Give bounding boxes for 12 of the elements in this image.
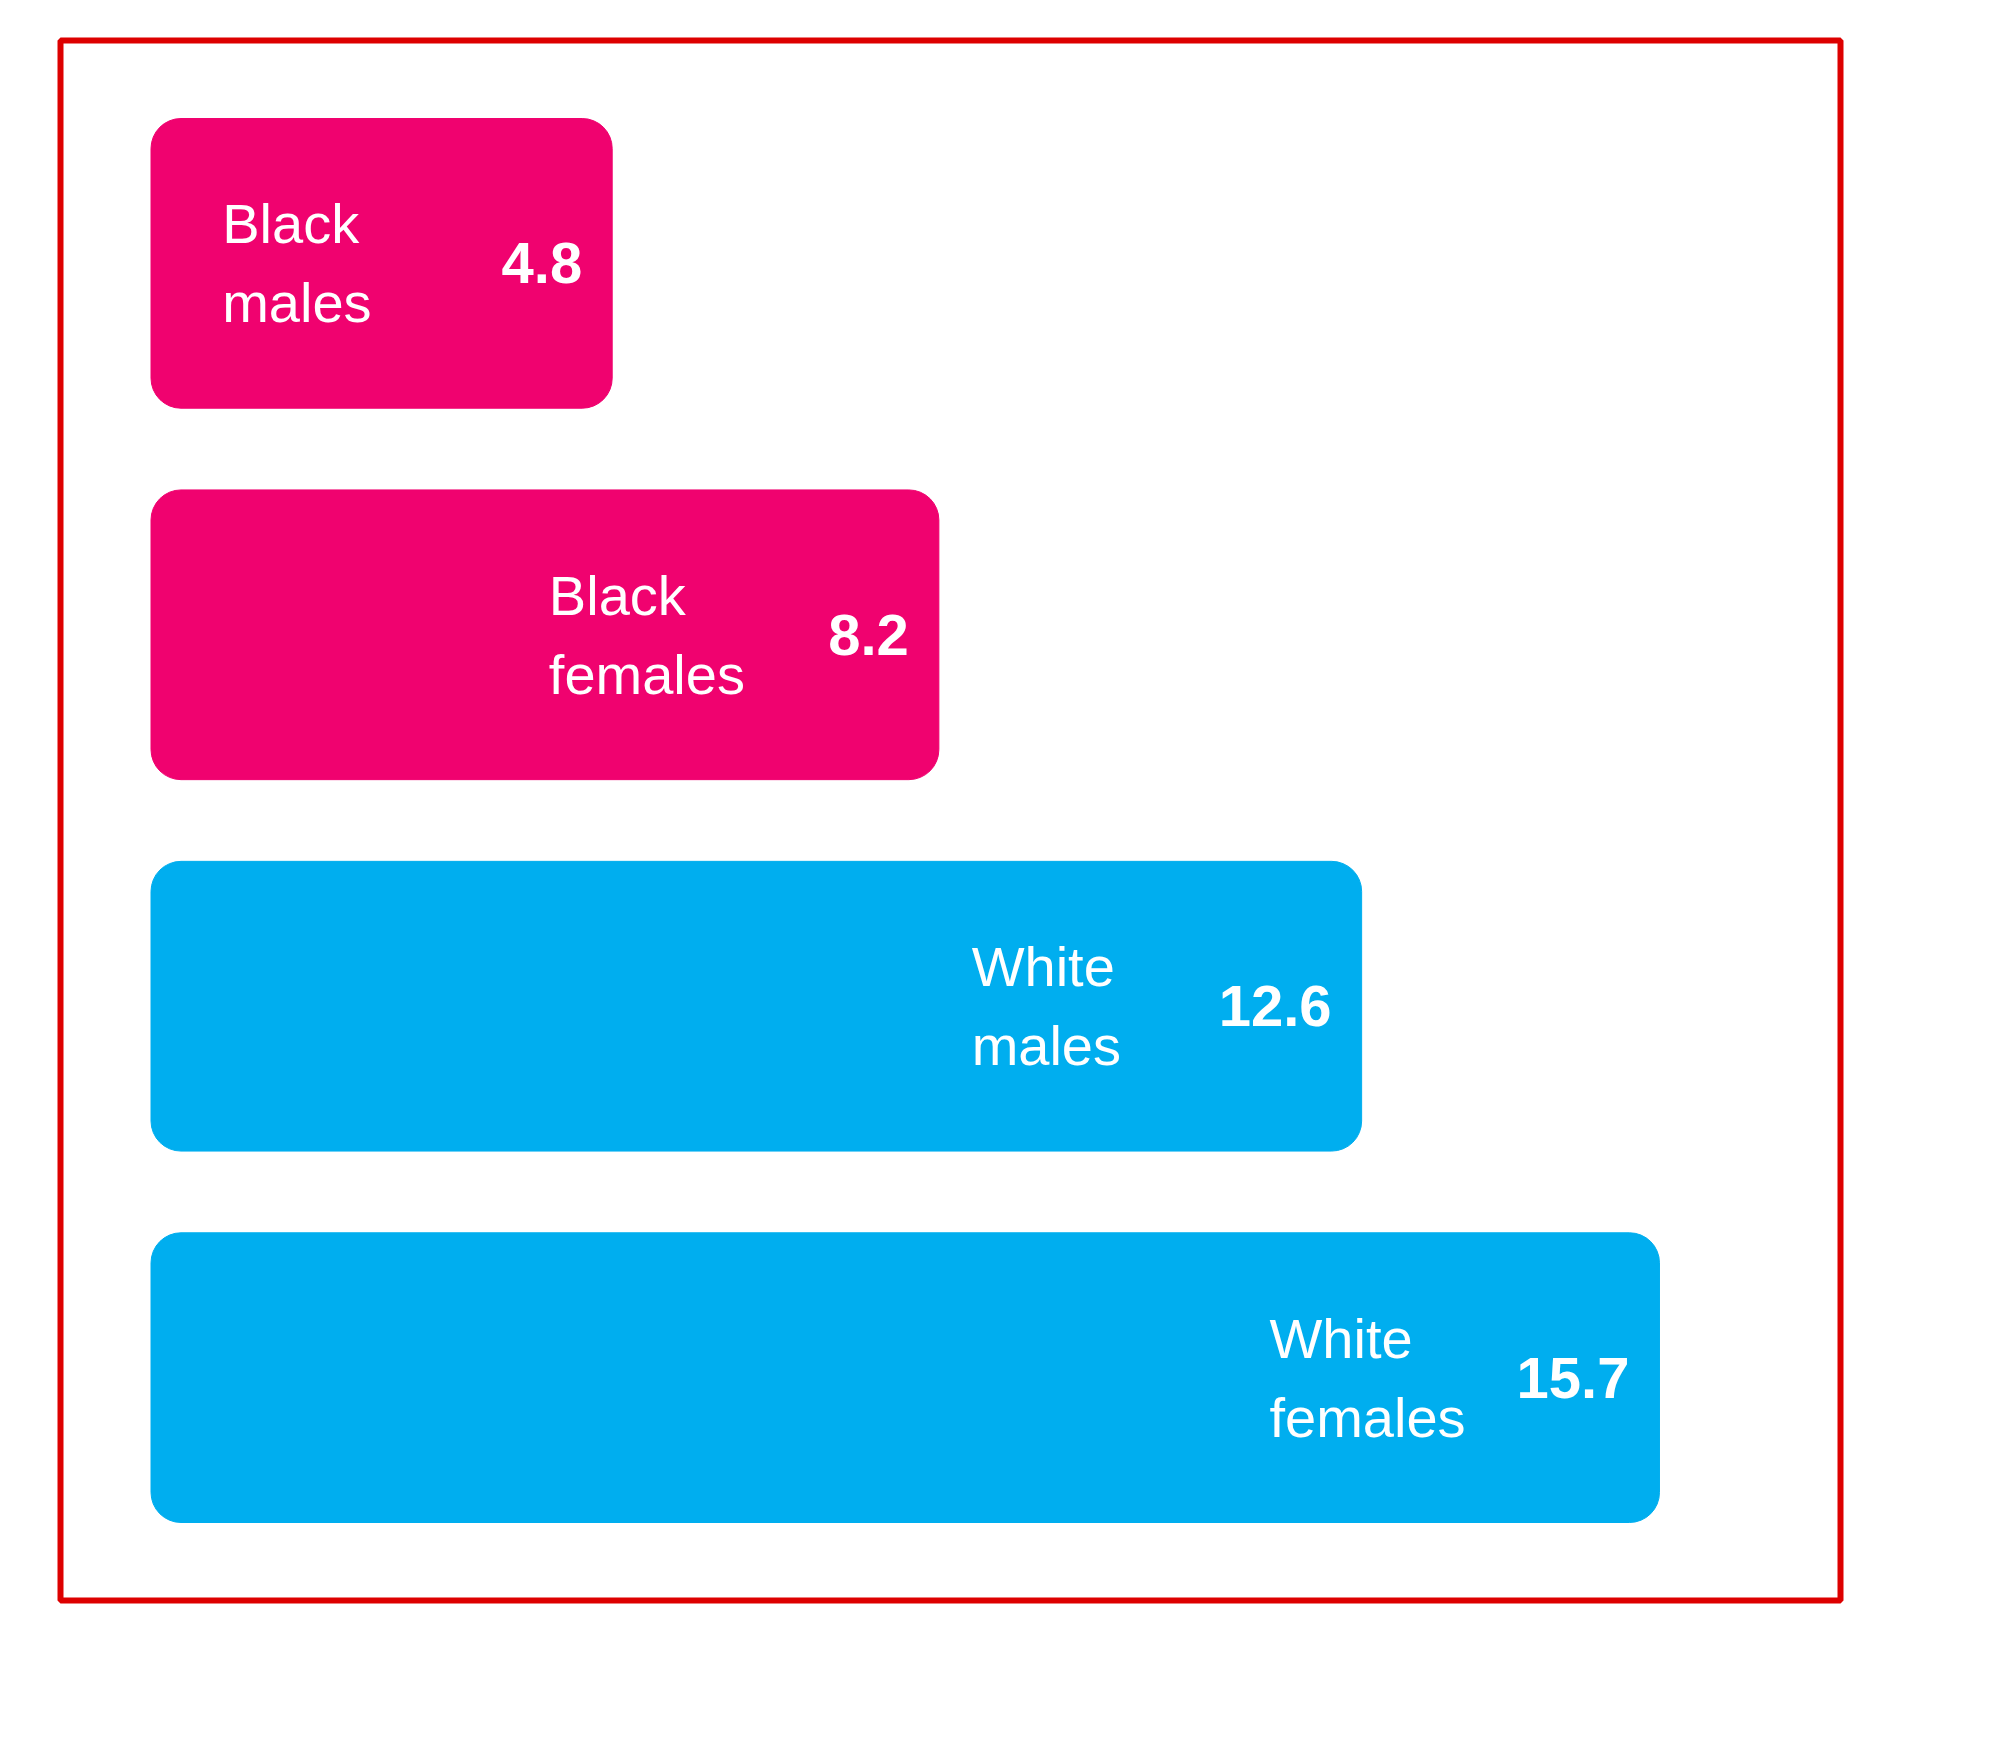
data-label: 15.7: [1516, 1344, 1630, 1410]
data-label: 8.2: [828, 601, 909, 667]
bar: [150, 1232, 1660, 1523]
y-tick-label: White males: [971, 935, 1122, 1078]
y-tick-label: Black males: [222, 192, 372, 335]
bar: [150, 118, 613, 409]
y-tick-label: White females: [1269, 1306, 1466, 1449]
bar: [150, 860, 1363, 1152]
data-label: 12.6: [1218, 973, 1332, 1039]
data-label: 4.8: [501, 230, 583, 296]
bar: [150, 489, 940, 781]
y-tick-label: Black females: [548, 563, 745, 706]
